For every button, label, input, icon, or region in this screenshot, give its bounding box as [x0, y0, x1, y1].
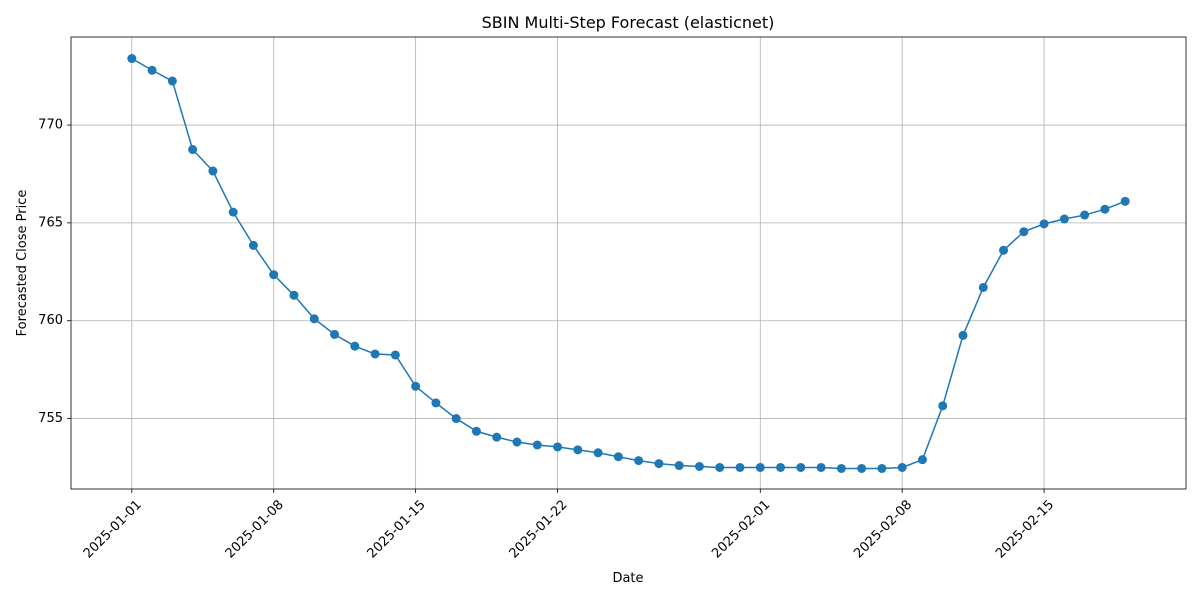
x-tick-label: 2025-02-08	[851, 497, 915, 561]
y-tick-label: 755	[38, 411, 63, 426]
data-point	[735, 462, 745, 472]
data-point	[1039, 219, 1049, 229]
data-point	[471, 426, 481, 436]
data-point	[674, 461, 684, 471]
y-tick-label: 760	[38, 313, 63, 328]
x-tick-label: 2025-01-22	[507, 497, 571, 561]
data-point	[836, 463, 846, 473]
data-point	[877, 463, 887, 473]
data-point	[958, 330, 968, 340]
data-point	[1019, 227, 1029, 237]
data-point	[289, 290, 299, 300]
data-point	[634, 456, 644, 466]
data-point	[330, 329, 340, 339]
data-point	[350, 341, 360, 351]
data-point	[492, 432, 502, 442]
data-point	[999, 245, 1009, 255]
data-point	[613, 452, 623, 462]
y-axis-title: Forecasted Close Price	[15, 190, 30, 337]
data-point	[938, 401, 948, 411]
data-point	[431, 398, 441, 408]
data-point	[532, 440, 542, 450]
data-point	[1080, 210, 1090, 220]
data-point	[1100, 204, 1110, 214]
data-point	[755, 462, 765, 472]
plot-area-frame	[70, 36, 1187, 490]
data-point	[269, 270, 279, 280]
data-point	[694, 461, 704, 471]
data-point	[1059, 214, 1069, 224]
data-point	[248, 240, 258, 250]
data-point	[188, 145, 198, 155]
data-point	[796, 462, 806, 472]
data-point	[816, 462, 826, 472]
data-point	[1120, 196, 1130, 206]
data-point	[857, 463, 867, 473]
x-tick-label: 2025-02-15	[993, 497, 1057, 561]
data-point	[411, 381, 421, 391]
data-point	[228, 207, 238, 217]
data-point	[451, 414, 461, 424]
data-point	[776, 462, 786, 472]
data-point	[978, 282, 988, 292]
data-point	[167, 76, 177, 86]
data-point	[208, 166, 218, 176]
data-point	[370, 349, 380, 359]
data-point	[390, 350, 400, 360]
data-point	[147, 65, 157, 75]
x-axis-title: Date	[612, 571, 643, 586]
series-line	[131, 57, 1126, 470]
x-tick-label: 2025-01-15	[365, 497, 429, 561]
x-tick-label: 2025-01-01	[81, 497, 145, 561]
data-point	[512, 437, 522, 447]
data-point	[309, 314, 319, 324]
series-markers	[127, 54, 1130, 473]
grid-lines	[71, 37, 1186, 489]
data-point	[897, 462, 907, 472]
data-point	[573, 445, 583, 455]
data-point	[654, 459, 664, 469]
x-tick-label: 2025-01-08	[223, 497, 287, 561]
x-tick-label: 2025-02-01	[709, 497, 773, 561]
chart-title: SBIN Multi-Step Forecast (elasticnet)	[482, 13, 775, 32]
axis-ticks: 2025-01-01 2025-01-08 2025-01-15 2025-01-22…	[38, 118, 1057, 562]
data-point	[917, 455, 927, 465]
y-tick-label: 770	[38, 118, 63, 133]
data-point	[127, 54, 137, 64]
data-point	[553, 442, 563, 452]
y-tick-label: 765	[38, 215, 63, 230]
data-point	[593, 448, 603, 458]
data-point	[715, 462, 725, 472]
